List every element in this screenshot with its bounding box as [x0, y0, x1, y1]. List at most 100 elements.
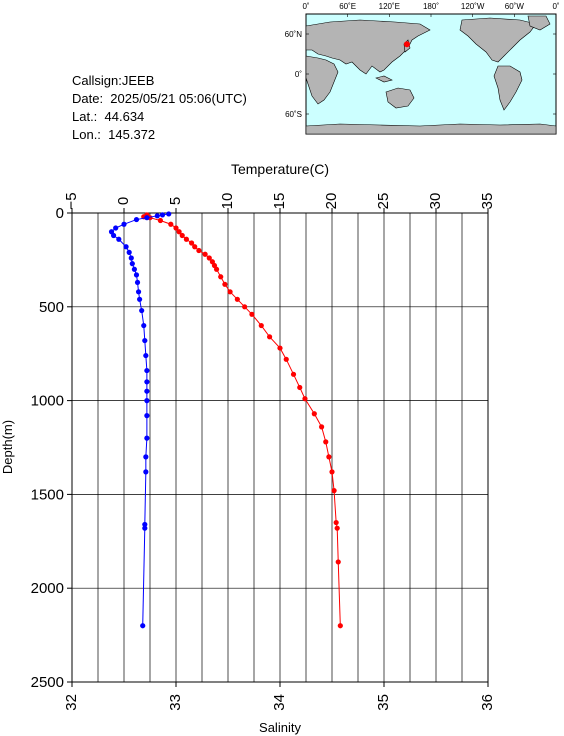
temperature-tick-label: 15	[271, 193, 288, 210]
temperature-data-point	[331, 488, 337, 494]
depth-tick-label: 500	[39, 299, 64, 316]
salinity-data-point	[142, 337, 148, 344]
temperature-tick-label: −5	[63, 192, 80, 209]
map-longitude-label: 60˚W	[505, 2, 525, 11]
depth-tick-label: 0	[56, 205, 64, 222]
temperature-data-point	[157, 217, 163, 224]
depth-tick-label: 2500	[31, 674, 64, 691]
map-latitude-label: 60˚S	[285, 110, 302, 119]
temperature-data-point	[329, 469, 335, 475]
map-longitude-label: 180˚	[423, 2, 439, 11]
salinity-data-point	[144, 398, 150, 404]
temperature-data-point	[323, 439, 329, 445]
temperature-tick-label: 10	[219, 193, 236, 210]
salinity-data-point	[129, 261, 135, 267]
salinity-data-point	[144, 413, 150, 419]
salinity-tick-label: 35	[375, 694, 392, 711]
salinity-data-point	[154, 213, 160, 219]
salinity-data-point	[133, 272, 140, 278]
map-longitude-label: 60˚E	[339, 2, 356, 11]
map-longitude-label: 0˚	[302, 2, 309, 11]
salinity-data-point	[140, 623, 146, 629]
depth-tick-label: 1000	[31, 393, 64, 410]
salinity-data-point	[142, 521, 148, 528]
grid-lines	[72, 213, 488, 682]
latitude-text: Lat.: 44.634	[72, 109, 145, 124]
map-longitude-label: 120˚E	[379, 2, 400, 11]
salinity-data-point	[144, 367, 150, 374]
temperature-tick-label: 20	[323, 193, 340, 210]
salinity-data-point	[144, 435, 150, 441]
temperature-data-point	[189, 240, 195, 246]
temperature-data-point	[183, 236, 189, 242]
temperature-data-point	[297, 384, 303, 391]
temperature-data-point	[302, 396, 308, 402]
temperature-data-point	[179, 232, 185, 239]
salinity-data-point	[144, 388, 150, 394]
temperature-data-point	[334, 525, 340, 531]
map-axis-labels: 0˚ 60˚E 120˚E 180˚ 120˚W 60˚W 0˚ 60˚N 0˚ 60˚S	[285, 2, 560, 119]
temperature-data-point	[173, 225, 179, 231]
temperature-data-point	[258, 322, 264, 329]
salinity-ticks: 32 33 34 35 36	[63, 682, 496, 711]
salinity-data-point	[139, 307, 145, 314]
depth-ticks: 0 500 1000 1500 2000 2500	[31, 205, 72, 691]
temperature-data-point	[176, 229, 182, 235]
temperature-data-point	[202, 251, 208, 257]
salinity-profile-line	[110, 213, 169, 626]
temperature-data-point	[333, 519, 339, 526]
salinity-data-point	[113, 225, 119, 231]
map-latitude-label: 60˚N	[285, 30, 303, 39]
temperature-tick-label: 5	[167, 197, 184, 205]
temperature-data-point	[192, 244, 198, 250]
map-latitude-label: 0˚	[295, 70, 302, 79]
salinity-data-point	[123, 244, 129, 250]
temperature-data-point	[206, 255, 212, 261]
salinity-tick-label: 36	[479, 694, 496, 711]
temperature-data-point	[283, 356, 289, 362]
salinity-data-point	[116, 236, 122, 242]
map-longitude-label: 0˚	[552, 2, 559, 11]
temperature-data-point	[234, 296, 240, 302]
salinity-data-point	[166, 211, 172, 217]
temperature-data-point	[319, 424, 325, 430]
temperature-data-point	[267, 334, 273, 340]
temperature-axis-label: Temperature(C)	[231, 161, 329, 177]
station-marker-icon	[403, 41, 410, 48]
depth-tick-label: 2000	[31, 580, 64, 597]
temperature-tick-label: 30	[427, 193, 444, 210]
salinity-data-point	[144, 215, 150, 221]
salinity-data-point	[144, 379, 150, 385]
salinity-data-point	[143, 454, 149, 460]
temperature-data-point	[218, 274, 224, 280]
salinity-data-point	[134, 279, 141, 286]
temperature-tick-label: 0	[115, 197, 132, 205]
depth-axis-label: Depth(m)	[0, 420, 15, 474]
map-land	[306, 15, 556, 134]
date-text: Date: 2025/05/21 05:06(UTC)	[72, 91, 247, 106]
temperature-tick-label: 25	[375, 193, 392, 210]
temperature-data-point	[311, 411, 317, 417]
salinity-axis-label: Salinity	[259, 720, 301, 735]
salinity-tick-label: 34	[271, 694, 288, 711]
salinity-data-point	[141, 322, 147, 329]
temperature-data-point	[168, 221, 174, 227]
salinity-data-point	[121, 221, 127, 227]
temperature-data-point	[326, 454, 332, 460]
temperature-data-point	[227, 289, 233, 295]
salinity-data-point	[111, 232, 117, 239]
temperature-data-point	[242, 304, 248, 310]
salinity-data-point	[142, 525, 148, 531]
longitude-text: Lon.: 145.372	[72, 127, 156, 142]
temperature-data-point	[249, 311, 255, 317]
salinity-data-point	[131, 266, 137, 272]
temperature-data-point	[213, 266, 220, 272]
salinity-data-point	[126, 249, 132, 255]
salinity-data-point	[143, 469, 149, 475]
temperature-data-point	[290, 371, 297, 377]
temperature-data-point	[277, 345, 283, 351]
temperature-data-point	[196, 247, 202, 254]
temperature-data-point	[337, 623, 343, 629]
